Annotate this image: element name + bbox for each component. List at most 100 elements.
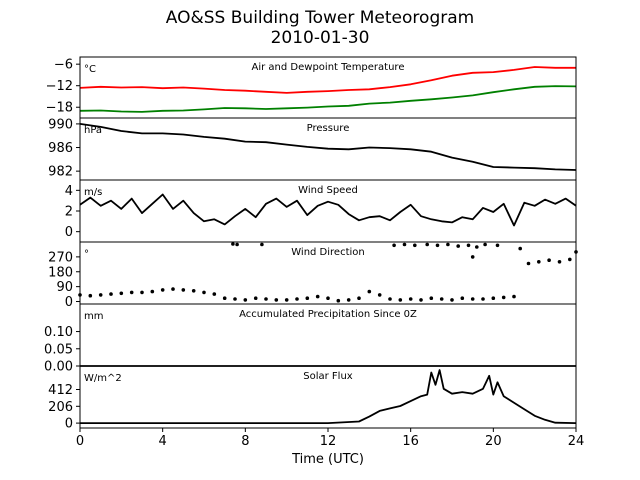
panel-4-title: Wind Direction: [291, 247, 365, 258]
panel-4-point: [466, 243, 471, 248]
panel-1-unit: °C: [84, 64, 96, 75]
panel-4-point: [377, 293, 382, 297]
panel-3-ytick-label: 2: [65, 205, 73, 220]
panel-4-point: [233, 297, 237, 301]
panel-4-point: [388, 297, 392, 301]
panel-4-point: [336, 298, 341, 303]
panel-3-series-1: [79, 193, 577, 227]
panel-2-title: Pressure: [307, 123, 350, 134]
panel-5-unit: mm: [84, 311, 103, 322]
x-tick-label: 16: [402, 434, 419, 449]
panel-6-ytick-label: 206: [48, 400, 73, 415]
panel-4-point: [160, 288, 165, 292]
panel-4-point: [212, 292, 217, 296]
panel-4-point: [181, 288, 186, 292]
panel-1-ytick-label: −6: [54, 58, 73, 73]
panel-4-point: [305, 296, 310, 301]
panel-4-point: [253, 296, 258, 301]
panel-5-ytick-label: 0.10: [44, 325, 73, 340]
panel-1-ytick-label: −18: [46, 101, 73, 116]
panel-4-ytick-label: 270: [48, 250, 73, 265]
panel-5-ytick-label: 0.05: [44, 342, 73, 357]
panel-4-point: [408, 297, 413, 301]
panel-4-point: [171, 287, 175, 291]
x-axis-label: Time (UTC): [292, 452, 364, 467]
panel-4-point: [109, 292, 113, 296]
panel-4-point: [483, 242, 487, 247]
panel-4-point: [191, 289, 196, 293]
panel-4-unit: °: [84, 249, 89, 260]
figure-title: AO&SS Building Tower Meteorogram: [165, 8, 475, 28]
panel-4-point: [315, 294, 320, 299]
x-tick-label: 8: [241, 434, 249, 449]
panel-5-title: Accumulated Precipitation Since 0Z: [239, 309, 417, 320]
panel-4-point: [150, 289, 155, 294]
x-tick-label: 24: [568, 434, 585, 449]
x-tick-label: 4: [159, 434, 167, 449]
panel-4-point: [501, 295, 506, 300]
panel-4-point: [470, 297, 475, 301]
panel-3-ytick-label: 0: [65, 225, 73, 240]
panel-4-point: [495, 243, 500, 248]
panel-4-point: [547, 258, 551, 263]
panel-4-point: [429, 296, 434, 301]
panel-2-ytick-label: 990: [48, 117, 73, 132]
panel-4-point: [88, 293, 93, 298]
panel-3-ytick-label: 4: [65, 184, 73, 199]
x-tick-label: 0: [76, 434, 84, 449]
panel-4-point: [537, 260, 541, 264]
panel-4-point: [274, 298, 279, 302]
panel-4-point: [450, 298, 454, 302]
panel-4-point: [367, 289, 372, 294]
panel-4-point: [419, 298, 423, 302]
x-tick-label: 12: [320, 434, 337, 449]
panel-2-ytick-label: 982: [48, 165, 73, 180]
panel-4-ytick-label: 180: [48, 265, 73, 280]
panel-4-point: [243, 298, 248, 302]
panel-3-title: Wind Speed: [298, 185, 358, 196]
panel-4-point: [425, 242, 430, 247]
panel-4-point: [475, 245, 479, 249]
panel-4-point: [481, 297, 485, 301]
panel-1-ytick-label: −12: [46, 79, 73, 94]
panel-4-ytick-label: 0: [65, 295, 73, 310]
panel-4-point: [446, 242, 450, 247]
panel-4-point: [435, 243, 440, 248]
panel-3-unit: m/s: [84, 187, 102, 198]
panel-6-title: Solar Flux: [303, 371, 353, 382]
panel-1-title: Air and Dewpoint Temperature: [252, 62, 405, 73]
panel-4-point: [260, 242, 264, 247]
panel-5-ytick-label: 0.00: [44, 360, 73, 375]
panel-4-point: [470, 255, 475, 259]
panel-4-point: [392, 243, 396, 248]
panel-4-point: [202, 290, 206, 295]
panel-4-point: [264, 297, 268, 301]
panel-2-unit: hPa: [84, 125, 102, 136]
panel-4-point: [512, 294, 516, 299]
panel-4-point: [140, 290, 144, 295]
panel-4-point: [235, 242, 239, 247]
panel-4-point: [398, 298, 403, 302]
panel-4-point: [456, 244, 461, 248]
panel-4-point: [119, 291, 124, 296]
x-tick-label: 20: [485, 434, 502, 449]
panel-4-point: [526, 261, 531, 266]
panel-1-series-1: [79, 66, 576, 94]
panel-6-series-1: [80, 369, 577, 425]
panel-6-unit: W/m^2: [84, 373, 122, 384]
panel-4-point: [413, 243, 417, 248]
panel-4-point: [460, 296, 465, 301]
panel-4-point: [557, 260, 562, 264]
panel-4-point: [222, 296, 227, 301]
panel-4-point: [284, 298, 289, 302]
panel-6-ytick-label: 412: [48, 383, 73, 398]
panel-6-ytick-label: 0: [65, 417, 73, 432]
panel-4-point: [346, 298, 351, 302]
panel-4-point: [568, 257, 572, 262]
panel-4-point: [326, 296, 330, 301]
panel-2-ytick-label: 986: [48, 141, 73, 156]
panel-4-point: [402, 242, 407, 247]
panel-4-point: [295, 297, 299, 301]
panel-4-point: [491, 296, 496, 301]
